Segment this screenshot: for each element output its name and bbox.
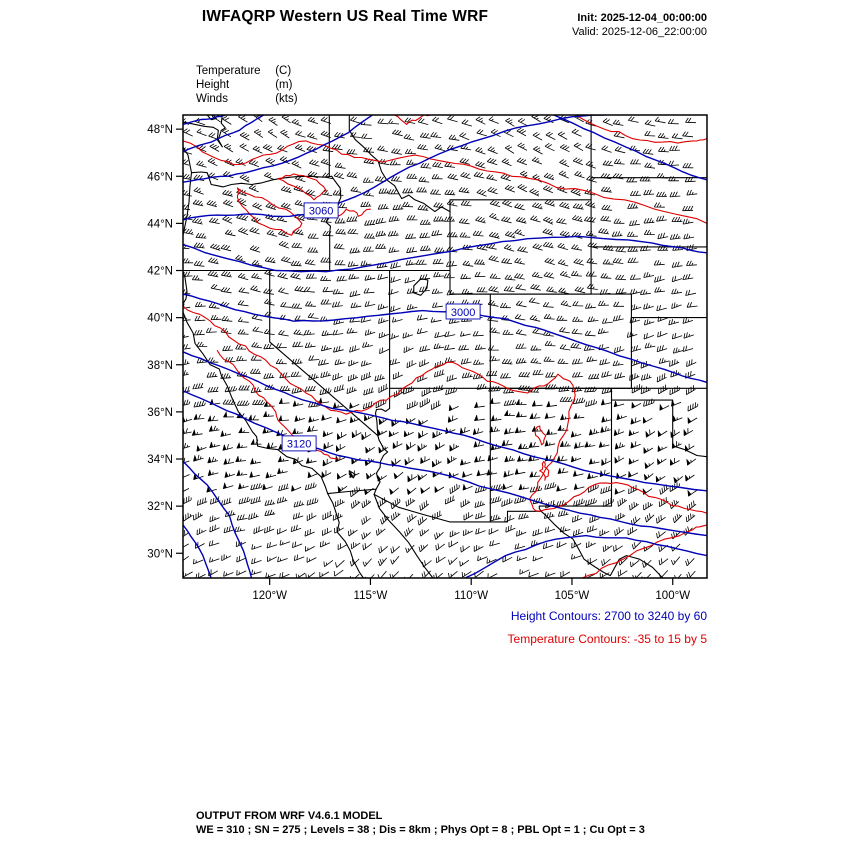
footer-model-line: OUTPUT FROM WRF V4.6.1 MODEL xyxy=(196,810,383,822)
legend-height-name: Height xyxy=(196,79,230,91)
axes: 48°N 46°N 44°N 42°N 40°N 38°N 36°N 34°N 32°N 30°N… xyxy=(147,114,708,602)
height-contours xyxy=(183,115,707,578)
legend-winds-name: Winds xyxy=(196,93,228,105)
temperature-contours-note: Temperature Contours: -35 to 15 by 5 xyxy=(507,632,707,646)
lat-tick-label: 48°N xyxy=(147,124,173,136)
valid-time: Valid: 2025-12-06_22:00:00 xyxy=(572,26,707,38)
map-frame xyxy=(182,114,708,579)
height-contour-label: 3060 xyxy=(309,206,333,218)
contour-labels: 3060 3000 3120 xyxy=(281,202,481,452)
footer-config-line: WE = 310 ; SN = 275 ; Levels = 38 ; Dis … xyxy=(196,824,645,836)
lat-tick-label: 38°N xyxy=(147,360,173,372)
legend-height-unit: (m) xyxy=(275,79,293,91)
lat-tick-label: 46°N xyxy=(147,171,173,183)
lon-tick-label: 105°W xyxy=(555,590,590,602)
height-contour-label: 3000 xyxy=(451,307,475,319)
height-contour-label: 3120 xyxy=(287,439,311,451)
temperature-contours xyxy=(183,115,707,578)
height-contour-label-box xyxy=(281,435,317,452)
legend-row-height: Height (m) xyxy=(196,78,298,92)
lat-tick-label: 42°N xyxy=(147,266,173,278)
page-title: IWFAQRP Western US Real Time WRF xyxy=(201,8,489,25)
lat-tick-label: 32°N xyxy=(147,501,173,513)
legend-row-winds: Winds (kts) xyxy=(196,92,298,106)
lat-tick-label: 34°N xyxy=(147,454,173,466)
field-legend: Temperature (C) Height (m) Winds (kts) xyxy=(196,64,298,106)
wind-barbs xyxy=(183,115,699,578)
lat-tick-label: 36°N xyxy=(147,407,173,419)
legend-row-temperature: Temperature (C) xyxy=(196,64,298,78)
lon-tick-label: 100°W xyxy=(655,590,690,602)
legend-winds-unit: (kts) xyxy=(275,93,298,105)
lat-tick-label: 44°N xyxy=(147,218,173,230)
legend-temperature-unit: (C) xyxy=(275,65,292,77)
lat-tick-label: 40°N xyxy=(147,313,173,325)
legend-temperature-name: Temperature xyxy=(196,65,261,77)
lon-tick-label: 115°W xyxy=(354,590,388,602)
lon-tick-label: 110°W xyxy=(454,590,488,602)
height-contour-label-box xyxy=(445,303,481,320)
lon-tick-label: 120°W xyxy=(252,590,287,602)
lat-tick-label: 30°N xyxy=(147,548,173,560)
height-contour-label-box xyxy=(303,202,339,219)
height-contours-note: Height Contours: 2700 to 3240 by 60 xyxy=(510,609,707,623)
init-time: Init: 2025-12-04_00:00:00 xyxy=(577,12,707,24)
